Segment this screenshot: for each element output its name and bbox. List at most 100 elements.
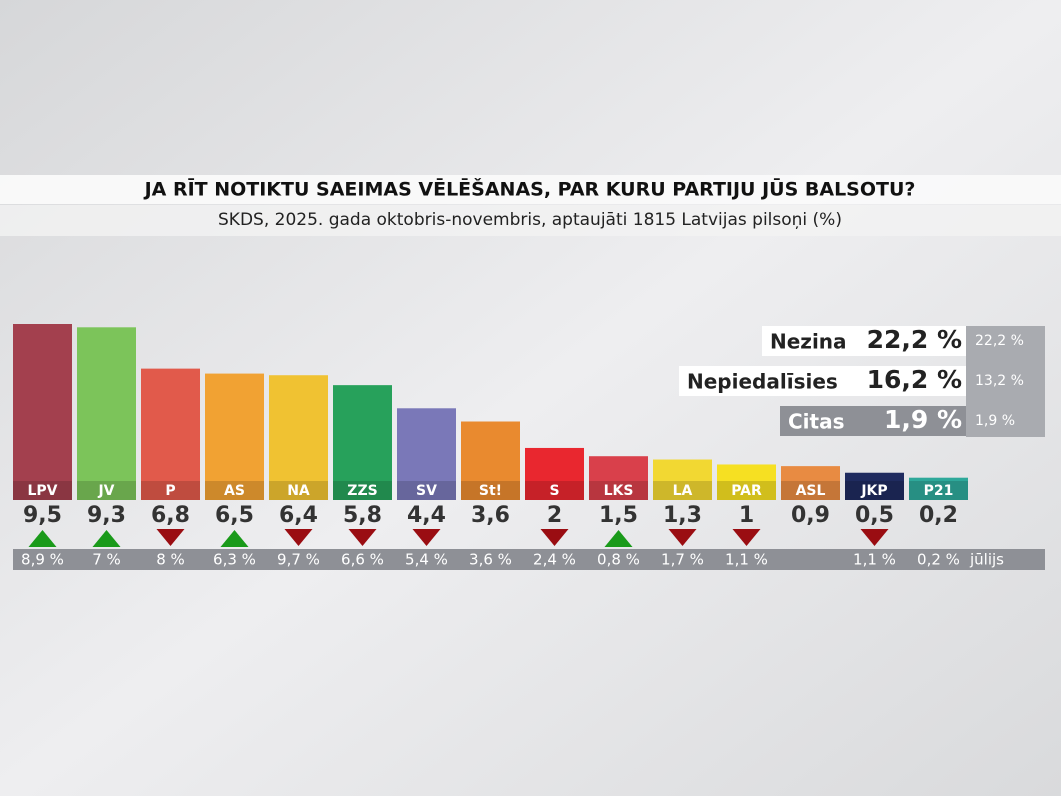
party-box	[845, 481, 904, 500]
party-box	[461, 481, 520, 500]
party-box	[909, 481, 968, 500]
party-box	[781, 481, 840, 500]
party-label: ZZS	[347, 483, 377, 499]
bar	[13, 324, 72, 481]
trend-up	[28, 530, 57, 547]
party-label: JV	[97, 483, 114, 499]
previous-value-label: 1,7 %	[661, 551, 704, 569]
party-box-shade	[909, 481, 968, 500]
previous-value-label: 3,6 %	[469, 551, 512, 569]
party-box-shade	[461, 481, 520, 500]
extra-box	[679, 366, 966, 396]
extra-previous: 22,2 %	[975, 333, 1024, 349]
previous-value-label: 7 %	[92, 551, 121, 569]
bar	[589, 456, 648, 481]
value-label: 3,6	[471, 503, 510, 528]
bar	[141, 368, 200, 481]
extra-name: Nepiedalīsies	[687, 370, 838, 394]
bar	[845, 472, 904, 481]
party-label: PAR	[731, 483, 762, 499]
party-box-shade	[717, 481, 776, 500]
value-label: 9,5	[23, 503, 62, 528]
extra-name: Citas	[788, 410, 845, 434]
extra-box	[762, 326, 966, 356]
party-box	[205, 481, 264, 500]
extra-name: Nezina	[770, 330, 847, 354]
value-label: 4,4	[407, 503, 446, 528]
party-box-shade	[845, 481, 904, 500]
bar	[461, 421, 520, 481]
party-label: JKP	[860, 483, 887, 499]
party-label: P	[165, 483, 175, 499]
bar	[397, 408, 456, 481]
party-box	[397, 481, 456, 500]
bar	[717, 464, 776, 481]
previous-value-label: 9,7 %	[277, 551, 320, 569]
previous-value-label: 1,1 %	[853, 551, 896, 569]
party-label: AS	[224, 483, 245, 499]
extra-previous: 1,9 %	[975, 413, 1015, 429]
value-label: 5,8	[343, 503, 382, 528]
chart-title: JA RĪT NOTIKTU SAEIMAS VĒLĒŠANAS, PAR KU…	[143, 177, 916, 201]
previous-value-label: 5,4 %	[405, 551, 448, 569]
extra-value: 22,2 %	[867, 325, 962, 354]
bar	[525, 447, 584, 481]
previous-value-label: 6,6 %	[341, 551, 384, 569]
party-box-shade	[205, 481, 264, 500]
bar	[269, 375, 328, 481]
party-label: LKS	[604, 483, 634, 499]
value-label: 0,5	[855, 503, 894, 528]
previous-value-label: 6,3 %	[213, 551, 256, 569]
party-box-shade	[653, 481, 712, 500]
value-label: 6,4	[279, 503, 318, 528]
party-box-shade	[269, 481, 328, 500]
subtitle-band	[0, 205, 1061, 236]
previous-strip	[13, 549, 1045, 570]
trend-up	[92, 530, 121, 547]
party-box	[525, 481, 584, 500]
party-label: St!	[479, 483, 502, 499]
party-box-shade	[781, 481, 840, 500]
party-box-shade	[333, 481, 392, 500]
value-label: 0,9	[791, 503, 830, 528]
previous-value-label: 0,8 %	[597, 551, 640, 569]
party-label: S	[549, 483, 559, 499]
trend-down	[732, 529, 761, 546]
trend-down	[348, 529, 377, 546]
bar	[909, 477, 968, 481]
previous-label: jūlijs	[969, 551, 1004, 569]
bar	[333, 385, 392, 481]
bar	[77, 327, 136, 481]
party-box	[589, 481, 648, 500]
trend-up	[604, 530, 633, 547]
previous-panel	[966, 326, 1045, 437]
previous-value-label: 2,4 %	[533, 551, 576, 569]
value-label: 2	[547, 503, 562, 528]
party-box	[77, 481, 136, 500]
extra-previous: 13,2 %	[975, 373, 1024, 389]
value-label: 1,5	[599, 503, 638, 528]
party-label: LPV	[27, 483, 57, 499]
party-box-shade	[141, 481, 200, 500]
party-box-shade	[13, 481, 72, 500]
value-label: 0,2	[919, 503, 958, 528]
trend-down	[156, 529, 185, 546]
party-box	[269, 481, 328, 500]
extra-box	[780, 406, 966, 436]
party-label: P21	[924, 483, 954, 499]
party-box	[653, 481, 712, 500]
value-label: 9,3	[87, 503, 126, 528]
value-label: 6,5	[215, 503, 254, 528]
extra-value: 16,2 %	[867, 365, 962, 394]
previous-value-label: 0,2 %	[917, 551, 960, 569]
extra-value: 1,9 %	[884, 405, 962, 434]
party-label: LA	[673, 483, 693, 499]
trend-down	[860, 529, 889, 546]
title-band	[0, 175, 1061, 204]
party-label: NA	[287, 483, 310, 499]
party-box-shade	[77, 481, 136, 500]
trend-down	[412, 529, 441, 546]
party-box	[13, 481, 72, 500]
value-label: 6,8	[151, 503, 190, 528]
